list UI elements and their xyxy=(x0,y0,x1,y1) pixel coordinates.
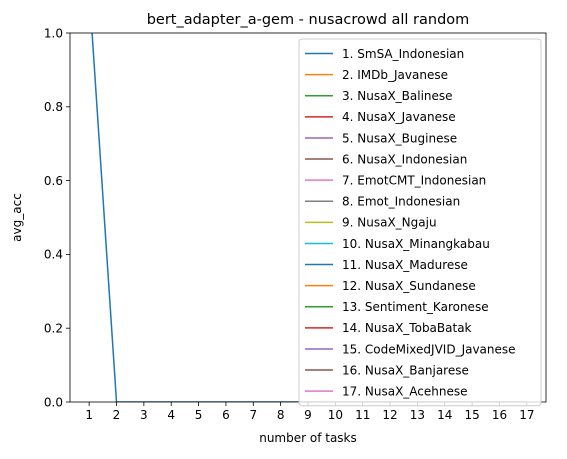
legend-label-3: 3. NusaX_Balinese xyxy=(342,89,453,103)
x-tick-label: 14 xyxy=(437,408,452,422)
legend-label-11: 11. NusaX_Madurese xyxy=(342,258,468,272)
y-axis-ticks: 0.0 0.2 0.4 0.6 0.8 1.0 xyxy=(44,26,70,409)
legend-label-15: 15. CodeMixedJVID_Javanese xyxy=(342,342,516,356)
x-tick-label: 15 xyxy=(464,408,479,422)
x-tick-label: 10 xyxy=(328,408,343,422)
x-tick-label: 12 xyxy=(382,408,397,422)
legend-label-2: 2. IMDb_Javanese xyxy=(342,68,448,82)
legend-label-13: 13. Sentiment_Karonese xyxy=(342,300,489,314)
x-axis-label: number of tasks xyxy=(259,431,357,445)
x-axis-ticks: 1 2 3 4 5 6 7 8 9 10 11 12 13 14 15 16 17 xyxy=(85,402,534,422)
x-tick-label: 4 xyxy=(167,408,175,422)
legend-label-10: 10. NusaX_Minangkabau xyxy=(342,237,490,251)
legend-box xyxy=(298,38,542,407)
x-tick-label: 3 xyxy=(140,408,148,422)
x-tick-label: 17 xyxy=(519,408,534,422)
y-axis-label: avg_acc xyxy=(10,193,24,242)
legend-label-4: 4. NusaX_Javanese xyxy=(342,110,456,124)
y-tick-label: 0.0 xyxy=(44,395,63,409)
legend-label-7: 7. EmotCMT_Indonesian xyxy=(342,173,486,187)
chart-title: bert_adapter_a-gem - nusacrowd all rando… xyxy=(147,12,470,28)
legend-label-14: 14. NusaX_TobaBatak xyxy=(342,321,472,335)
y-tick-label: 0.6 xyxy=(44,174,63,188)
x-tick-label: 5 xyxy=(195,408,203,422)
legend-label-1: 1. SmSA_Indonesian xyxy=(342,47,464,61)
x-tick-label: 2 xyxy=(113,408,121,422)
x-tick-label: 8 xyxy=(277,408,285,422)
y-tick-label: 0.4 xyxy=(44,248,63,262)
x-tick-label: 11 xyxy=(355,408,370,422)
x-tick-label: 13 xyxy=(410,408,425,422)
x-tick-label: 9 xyxy=(304,408,312,422)
x-tick-label: 7 xyxy=(249,408,257,422)
y-tick-label: 1.0 xyxy=(44,26,63,40)
legend-label-12: 12. NusaX_Sundanese xyxy=(342,279,476,293)
legend-label-8: 8. Emot_Indonesian xyxy=(342,195,460,209)
x-tick-label: 16 xyxy=(492,408,507,422)
legend-label-5: 5. NusaX_Buginese xyxy=(342,131,457,145)
legend-label-9: 9. NusaX_Ngaju xyxy=(342,216,437,230)
legend-label-16: 16. NusaX_Banjarese xyxy=(342,363,469,377)
legend: 1. SmSA_Indonesian 2. IMDb_Javanese 3. Nus… xyxy=(298,38,542,407)
x-tick-label: 1 xyxy=(85,408,93,422)
legend-label-17: 17. NusaX_Acehnese xyxy=(342,384,468,398)
y-tick-label: 0.8 xyxy=(44,100,63,114)
legend-label-6: 6. NusaX_Indonesian xyxy=(342,152,467,166)
x-tick-label: 6 xyxy=(222,408,230,422)
y-tick-label: 0.2 xyxy=(44,322,63,336)
